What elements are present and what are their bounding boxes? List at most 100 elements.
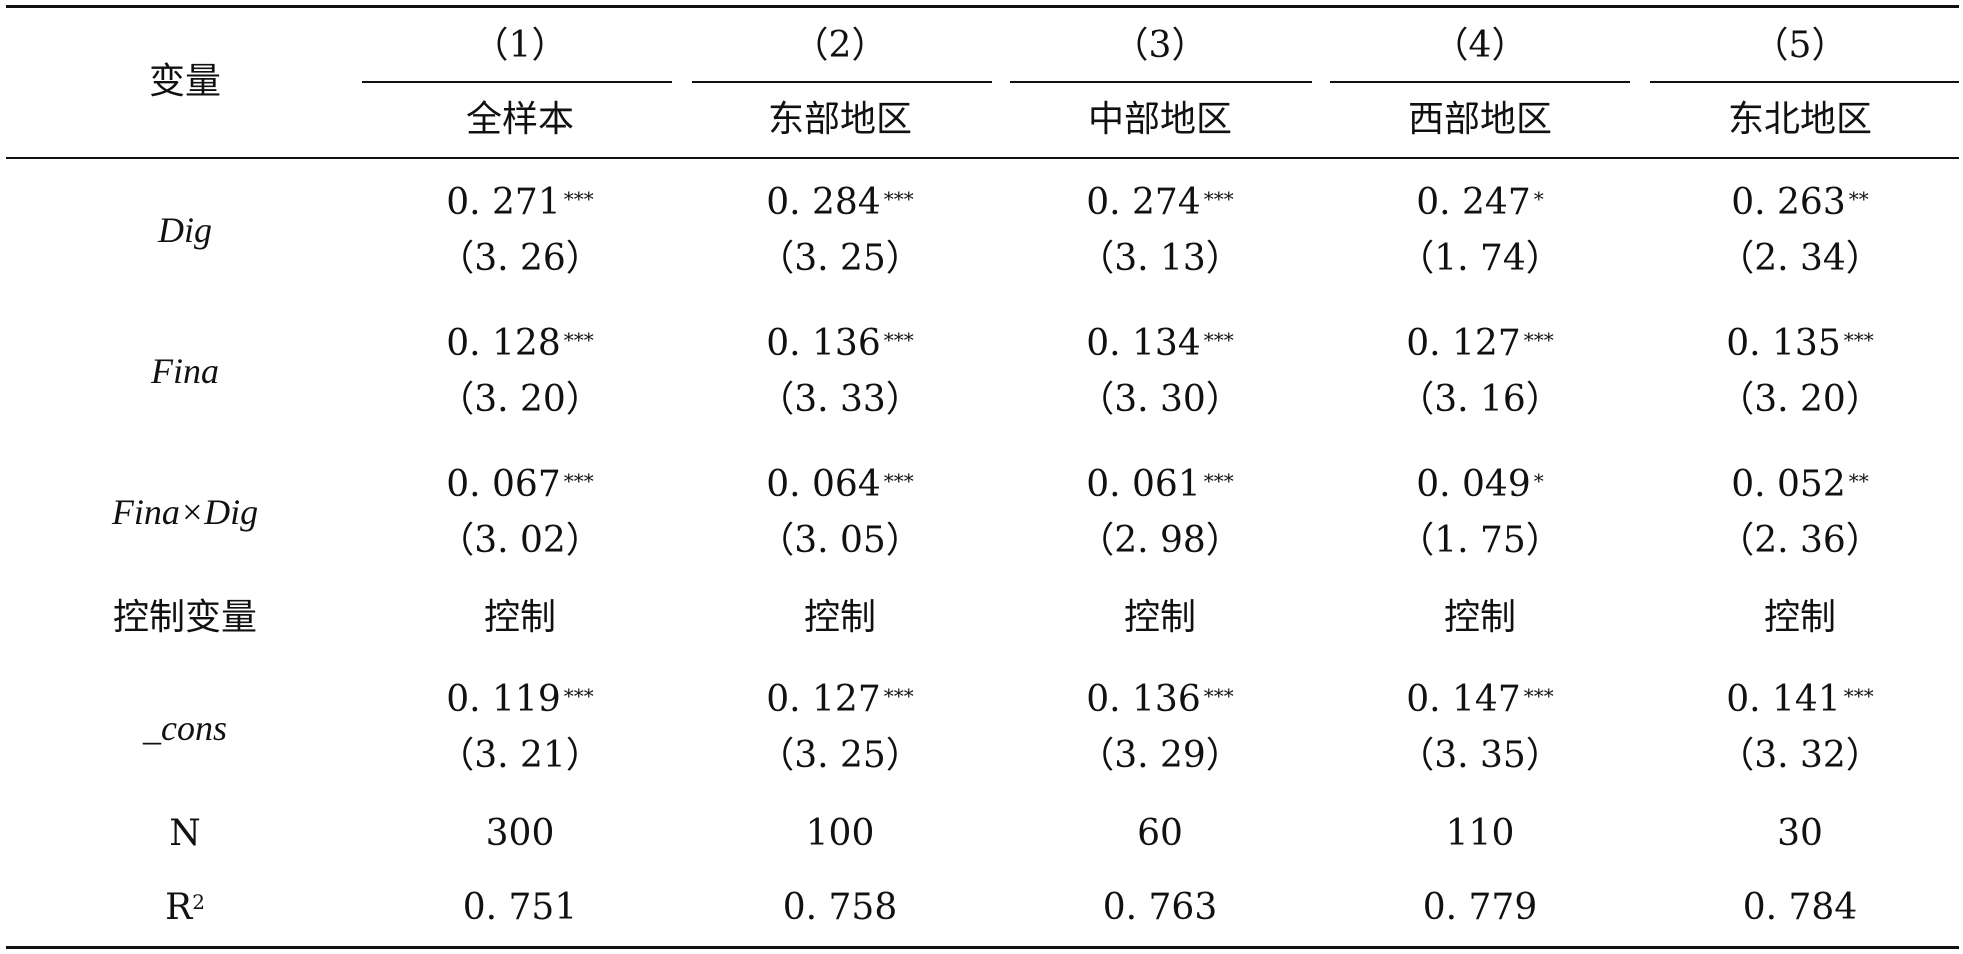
significance-stars: *** bbox=[1203, 469, 1234, 493]
column-number-4: （4） bbox=[1432, 25, 1528, 66]
cell-fina-col4: 0. 127 *** （3. 16） bbox=[1380, 324, 1580, 424]
column-group-rule-4 bbox=[1330, 81, 1630, 83]
t-statistic: （3. 32） bbox=[1718, 735, 1882, 776]
t-statistic: （3. 29） bbox=[1078, 735, 1242, 776]
significance-stars: *** bbox=[1523, 684, 1554, 708]
coefficient: 0. 128 bbox=[446, 323, 561, 364]
cell-cons-col5: 0. 141 *** （3. 32） bbox=[1700, 680, 1900, 780]
cell-cons-col1: 0. 119 *** （3. 21） bbox=[420, 680, 620, 780]
significance-stars: *** bbox=[883, 469, 914, 493]
significance-stars: *** bbox=[883, 328, 914, 352]
significance-stars: *** bbox=[563, 469, 594, 493]
t-statistic: （3. 33） bbox=[758, 379, 922, 420]
t-statistic: （3. 26） bbox=[438, 238, 602, 279]
column-number-1: （1） bbox=[472, 25, 568, 66]
cell-dig-col5: 0. 263 ** （2. 34） bbox=[1700, 183, 1900, 283]
coefficient: 0. 052 bbox=[1731, 464, 1846, 505]
t-statistic: （3. 25） bbox=[758, 735, 922, 776]
significance-stars: *** bbox=[883, 684, 914, 708]
cell-controls-col4: 控制 bbox=[1443, 597, 1516, 638]
cell-fina-x-dig-col5: 0. 052 ** （2. 36） bbox=[1700, 465, 1900, 565]
t-statistic: （2. 34） bbox=[1718, 238, 1882, 279]
cell-fina-x-dig-col3: 0. 061 *** （2. 98） bbox=[1060, 465, 1260, 565]
column-name-3: 中部地区 bbox=[1087, 99, 1232, 140]
r-squared-superscript: 2 bbox=[192, 890, 205, 914]
coefficient: 0. 119 bbox=[446, 679, 561, 720]
t-statistic: （2. 36） bbox=[1718, 520, 1882, 561]
cell-n-col5: 30 bbox=[1777, 813, 1823, 854]
significance-stars: *** bbox=[1203, 187, 1234, 211]
row-label-controls: 控制变量 bbox=[112, 597, 257, 638]
significance-stars: ** bbox=[1848, 469, 1869, 493]
significance-stars: *** bbox=[563, 187, 594, 211]
significance-stars: *** bbox=[1843, 328, 1874, 352]
cell-fina-x-dig-col4: 0. 049 * （1. 75） bbox=[1380, 465, 1580, 565]
cell-controls-col1: 控制 bbox=[483, 597, 556, 638]
t-statistic: （3. 25） bbox=[758, 238, 922, 279]
column-number-2: （2） bbox=[792, 25, 888, 66]
cell-fina-x-dig-col2: 0. 064 *** （3. 05） bbox=[740, 465, 940, 565]
column-name-1: 全样本 bbox=[465, 99, 574, 140]
t-statistic: （3. 05） bbox=[758, 520, 922, 561]
t-statistic: （3. 35） bbox=[1398, 735, 1562, 776]
coefficient: 0. 067 bbox=[446, 464, 561, 505]
column-name-4: 西部地区 bbox=[1407, 99, 1552, 140]
coefficient: 0. 135 bbox=[1726, 323, 1841, 364]
t-statistic: （3. 30） bbox=[1078, 379, 1242, 420]
row-label-n: N bbox=[169, 813, 201, 854]
coefficient: 0. 134 bbox=[1086, 323, 1201, 364]
column-group-rule-3 bbox=[1010, 81, 1312, 83]
coefficient: 0. 271 bbox=[446, 182, 561, 223]
coefficient: 0. 127 bbox=[1406, 323, 1521, 364]
t-statistic: （3. 02） bbox=[438, 520, 602, 561]
cell-fina-col1: 0. 128 *** （3. 20） bbox=[420, 324, 620, 424]
significance-stars: *** bbox=[563, 684, 594, 708]
cell-r2-col2: 0. 758 bbox=[782, 887, 898, 928]
cell-dig-col2: 0. 284 *** （3. 25） bbox=[740, 183, 940, 283]
t-statistic: （3. 20） bbox=[1718, 379, 1882, 420]
column-number-3: （3） bbox=[1112, 25, 1208, 66]
coefficient: 0. 061 bbox=[1086, 464, 1201, 505]
cell-controls-col5: 控制 bbox=[1763, 597, 1836, 638]
cell-dig-col4: 0. 247 * （1. 74） bbox=[1380, 183, 1580, 283]
cell-fina-x-dig-col1: 0. 067 *** （3. 02） bbox=[420, 465, 620, 565]
significance-stars: ** bbox=[1848, 187, 1869, 211]
significance-stars: * bbox=[1533, 469, 1544, 493]
coefficient: 0. 247 bbox=[1416, 182, 1531, 223]
column-number-5: （5） bbox=[1752, 25, 1848, 66]
cell-cons-col4: 0. 147 *** （3. 35） bbox=[1380, 680, 1580, 780]
coefficient: 0. 284 bbox=[766, 182, 881, 223]
coefficient: 0. 049 bbox=[1416, 464, 1531, 505]
cell-n-col4: 110 bbox=[1445, 813, 1515, 854]
cell-dig-col3: 0. 274 *** （3. 13） bbox=[1060, 183, 1260, 283]
column-group-rule-2 bbox=[692, 81, 992, 83]
t-statistic: （3. 21） bbox=[438, 735, 602, 776]
t-statistic: （3. 16） bbox=[1398, 379, 1562, 420]
cell-r2-col3: 0. 763 bbox=[1102, 887, 1218, 928]
cell-controls-col3: 控制 bbox=[1123, 597, 1196, 638]
cell-cons-col3: 0. 136 *** （3. 29） bbox=[1060, 680, 1260, 780]
cell-r2-col1: 0. 751 bbox=[462, 887, 578, 928]
header-variable-label: 变量 bbox=[148, 61, 221, 102]
cell-n-col1: 300 bbox=[485, 813, 555, 854]
t-statistic: （3. 20） bbox=[438, 379, 602, 420]
t-statistic: （3. 13） bbox=[1078, 238, 1242, 279]
coefficient: 0. 263 bbox=[1731, 182, 1846, 223]
cell-n-col3: 60 bbox=[1137, 813, 1183, 854]
cell-fina-col2: 0. 136 *** （3. 33） bbox=[740, 324, 940, 424]
coefficient: 0. 136 bbox=[1086, 679, 1201, 720]
coefficient: 0. 141 bbox=[1726, 679, 1841, 720]
cell-r2-col4: 0. 779 bbox=[1422, 887, 1538, 928]
row-label-cons: _cons bbox=[143, 708, 227, 748]
significance-stars: * bbox=[1533, 187, 1544, 211]
significance-stars: *** bbox=[883, 187, 914, 211]
column-name-2: 东部地区 bbox=[767, 99, 912, 140]
bottom-rule bbox=[6, 946, 1959, 949]
column-group-rule-5 bbox=[1650, 81, 1959, 83]
column-group-rule-1 bbox=[362, 81, 672, 83]
top-rule bbox=[6, 5, 1959, 8]
significance-stars: *** bbox=[1203, 328, 1234, 352]
cell-fina-col5: 0. 135 *** （3. 20） bbox=[1700, 324, 1900, 424]
cell-n-col2: 100 bbox=[805, 813, 875, 854]
significance-stars: *** bbox=[1203, 684, 1234, 708]
